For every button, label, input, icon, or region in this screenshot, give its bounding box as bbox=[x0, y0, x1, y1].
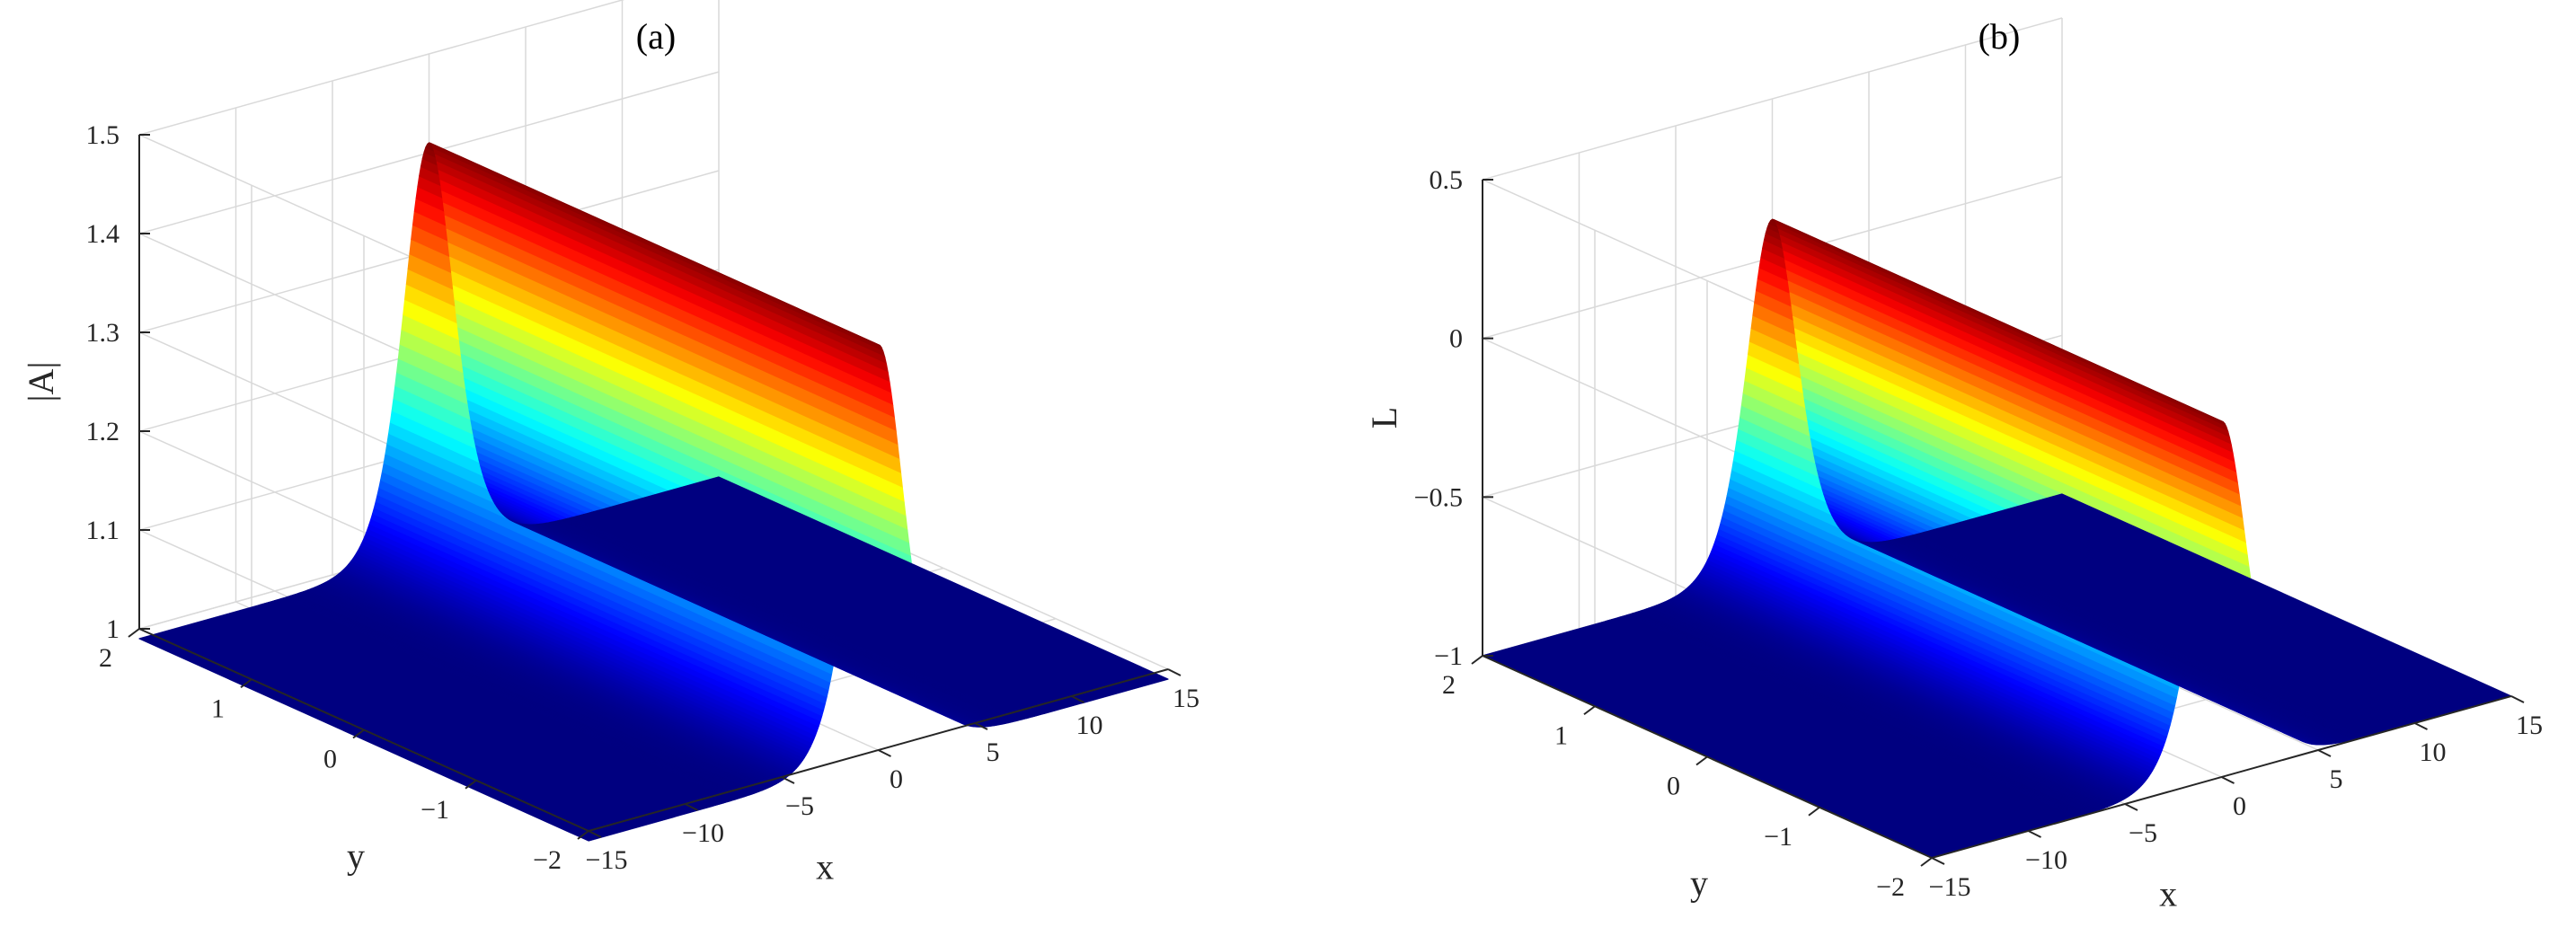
z-tick-label: 1.4 bbox=[86, 219, 120, 249]
x-tick bbox=[1167, 668, 1182, 676]
y-tick bbox=[128, 628, 140, 638]
x-tick bbox=[781, 776, 795, 784]
x-tick bbox=[878, 749, 891, 757]
y-tick-label: 2 bbox=[1442, 670, 1456, 700]
z-axis-label: |A| bbox=[21, 362, 61, 402]
x-tick-label: 10 bbox=[1076, 711, 1103, 740]
panel-a: −15−10−5051015−2−101211.11.21.31.41.5xy|… bbox=[21, 0, 1199, 888]
x-tick-label: 5 bbox=[2330, 764, 2343, 794]
x-tick-label: −10 bbox=[682, 818, 724, 848]
y-tick bbox=[1808, 806, 1820, 817]
y-axis-label: y bbox=[1690, 862, 1708, 903]
z-tick-label: 0.5 bbox=[1430, 165, 1464, 195]
x-tick-label: −15 bbox=[1929, 872, 1971, 902]
x-tick-label: −10 bbox=[2025, 845, 2067, 875]
y-tick bbox=[1920, 857, 1933, 867]
y-tick-label: −1 bbox=[420, 795, 449, 825]
x-tick-label: −15 bbox=[586, 845, 628, 875]
y-tick bbox=[1695, 755, 1708, 766]
y-tick bbox=[577, 830, 589, 840]
z-tick-label: 1.5 bbox=[86, 120, 120, 150]
x-tick bbox=[2510, 695, 2525, 703]
y-tick bbox=[1471, 655, 1483, 665]
x-tick bbox=[588, 830, 602, 838]
x-tick-label: 15 bbox=[1173, 684, 1199, 713]
x-tick-label: −5 bbox=[785, 791, 814, 821]
z-axis-label: L bbox=[1364, 407, 1404, 428]
x-tick bbox=[2317, 749, 2332, 757]
z-tick-label: 1.2 bbox=[86, 417, 120, 446]
y-axis-label: y bbox=[347, 835, 365, 876]
surface bbox=[1482, 218, 2512, 859]
z-tick-label: 1 bbox=[106, 614, 120, 644]
y-tick-label: 0 bbox=[323, 745, 337, 774]
z-tick-label: 1.1 bbox=[86, 516, 120, 545]
y-tick bbox=[352, 729, 365, 739]
x-tick bbox=[2028, 830, 2041, 838]
x-tick-label: 5 bbox=[987, 737, 1000, 767]
x-axis-label: x bbox=[2159, 874, 2177, 914]
x-tick-label: 10 bbox=[2420, 737, 2447, 767]
x-tick bbox=[2221, 776, 2235, 784]
x-tick-label: 0 bbox=[2233, 791, 2246, 821]
x-axis-label: x bbox=[816, 847, 834, 888]
y-tick bbox=[240, 678, 252, 689]
y-tick-label: 1 bbox=[211, 693, 225, 723]
y-tick-label: −2 bbox=[533, 845, 562, 875]
y-tick-label: 2 bbox=[99, 643, 112, 673]
x-tick bbox=[1071, 695, 1084, 703]
panel-title: (b) bbox=[1978, 16, 2021, 57]
surface bbox=[138, 142, 1169, 842]
panel-title: (a) bbox=[636, 16, 676, 57]
x-tick bbox=[2414, 722, 2428, 730]
x-tick-label: 15 bbox=[2516, 711, 2543, 740]
x-tick bbox=[2124, 803, 2138, 811]
x-tick-label: −5 bbox=[2129, 818, 2157, 848]
x-tick bbox=[685, 803, 698, 811]
y-tick-label: −2 bbox=[1876, 872, 1905, 902]
y-tick-label: 0 bbox=[1667, 772, 1680, 801]
y-tick bbox=[1583, 705, 1596, 716]
surface-patch bbox=[716, 476, 1169, 681]
x-tick bbox=[974, 722, 988, 730]
z-tick-label: 0 bbox=[1449, 324, 1463, 354]
y-tick-label: 1 bbox=[1554, 720, 1568, 750]
x-tick bbox=[1931, 857, 1945, 865]
z-tick-label: 1.3 bbox=[86, 318, 120, 348]
z-tick-label: −0.5 bbox=[1414, 482, 1463, 512]
x-tick-label: 0 bbox=[890, 764, 903, 794]
z-tick-label: −1 bbox=[1434, 641, 1463, 671]
y-tick bbox=[465, 779, 477, 790]
y-tick-label: −1 bbox=[1764, 822, 1793, 852]
